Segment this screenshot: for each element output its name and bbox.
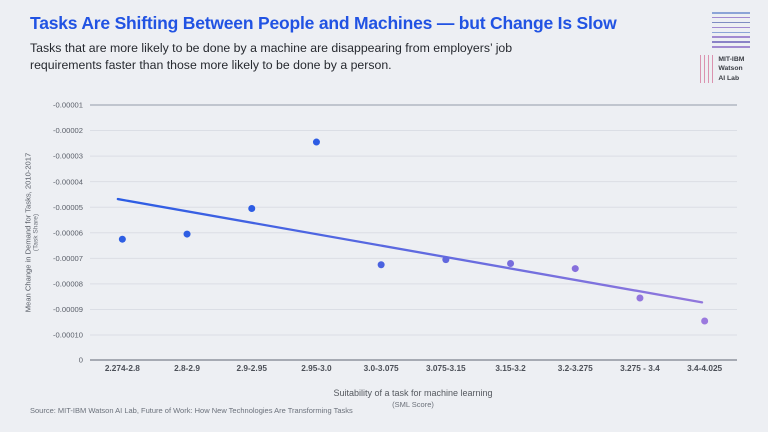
- data-point: [183, 230, 191, 238]
- mit-ibm-watson-ai-lab-logo: MIT-IBM Watson AI Lab: [700, 12, 750, 83]
- logo-text: MIT-IBM Watson AI Lab: [718, 55, 744, 84]
- gridlines: [90, 104, 737, 361]
- x-tick-label: 3.4-4.025: [687, 363, 722, 373]
- logo-text-line: Watson: [718, 65, 743, 73]
- x-axis-title-text: Suitability of a task for machine learni…: [333, 388, 493, 398]
- x-tick-label: 2.95-3.0: [301, 363, 332, 373]
- page-title: Tasks Are Shifting Between People and Ma…: [30, 13, 617, 33]
- data-point: [442, 256, 450, 264]
- y-tick-label: -0.00009: [53, 305, 83, 314]
- data-point: [636, 294, 644, 302]
- data-point: [507, 259, 515, 267]
- data-point: [248, 205, 256, 213]
- data-point: [312, 138, 320, 146]
- trend-line: [116, 197, 704, 304]
- data-point: [377, 261, 385, 269]
- x-axis-title: Suitability of a task for machine learni…: [213, 388, 613, 409]
- y-tick-label: 0: [79, 356, 83, 365]
- x-tick-label: 2.9-2.95: [237, 363, 268, 373]
- x-tick-label: 3.0-3.075: [364, 363, 399, 373]
- x-tick-label: 2.8-2.9: [174, 363, 200, 373]
- data-point: [571, 265, 579, 273]
- y-tick-label: -0.00004: [53, 177, 83, 186]
- y-axis-title: Mean Change in Demand for Tasks, 2010-20…: [24, 83, 41, 383]
- x-tick-label: 2.274-2.8: [105, 363, 140, 373]
- y-tick-label: -0.00005: [53, 203, 83, 212]
- y-tick-label: -0.00003: [53, 152, 83, 161]
- page-subtitle: Tasks that are more likely to be done by…: [30, 41, 513, 73]
- y-axis-title-subtext: (Task Share): [32, 213, 40, 252]
- logo-vertical-lines-icon: [700, 54, 714, 84]
- header: Tasks Are Shifting Between People and Ma…: [30, 13, 650, 75]
- source-note: Source: MIT-IBM Watson AI Lab, Future of…: [30, 406, 353, 415]
- logo-horizontal-lines-icon: [712, 12, 750, 48]
- x-tick-label: 3.2-3.275: [558, 363, 593, 373]
- y-tick-label: -0.00002: [53, 126, 83, 135]
- x-tick-label: 3.15-3.2: [495, 363, 526, 373]
- logo-bottom: MIT-IBM Watson AI Lab: [700, 54, 750, 84]
- logo-text-line: MIT-IBM: [718, 55, 745, 63]
- x-axis-title-subtext: (SML Score): [392, 400, 434, 409]
- data-points: [118, 138, 709, 325]
- y-tick-label: -0.00010: [53, 331, 83, 340]
- y-axis-title-text: Mean Change in Demand for Tasks, 2010-20…: [23, 152, 33, 313]
- logo-text-line: AI Lab: [718, 74, 740, 82]
- data-point: [701, 317, 709, 325]
- y-axis-tick-labels: -0.00001 -0.00002 -0.00003 -0.00004 -0.00005…: [53, 101, 83, 365]
- x-axis-tick-labels: 2.274-2.8 2.8-2.9 2.9-2.95 2.95-3.0 3.0-3.07…: [105, 363, 723, 373]
- y-tick-label: -0.00007: [53, 254, 83, 263]
- data-point: [118, 235, 126, 243]
- y-tick-label: -0.00001: [53, 101, 83, 110]
- x-tick-label: 3.075-3.15: [426, 363, 466, 373]
- x-tick-label: 3.275 - 3.4: [620, 363, 660, 373]
- y-tick-label: -0.00006: [53, 228, 83, 237]
- y-tick-label: -0.00008: [53, 280, 83, 289]
